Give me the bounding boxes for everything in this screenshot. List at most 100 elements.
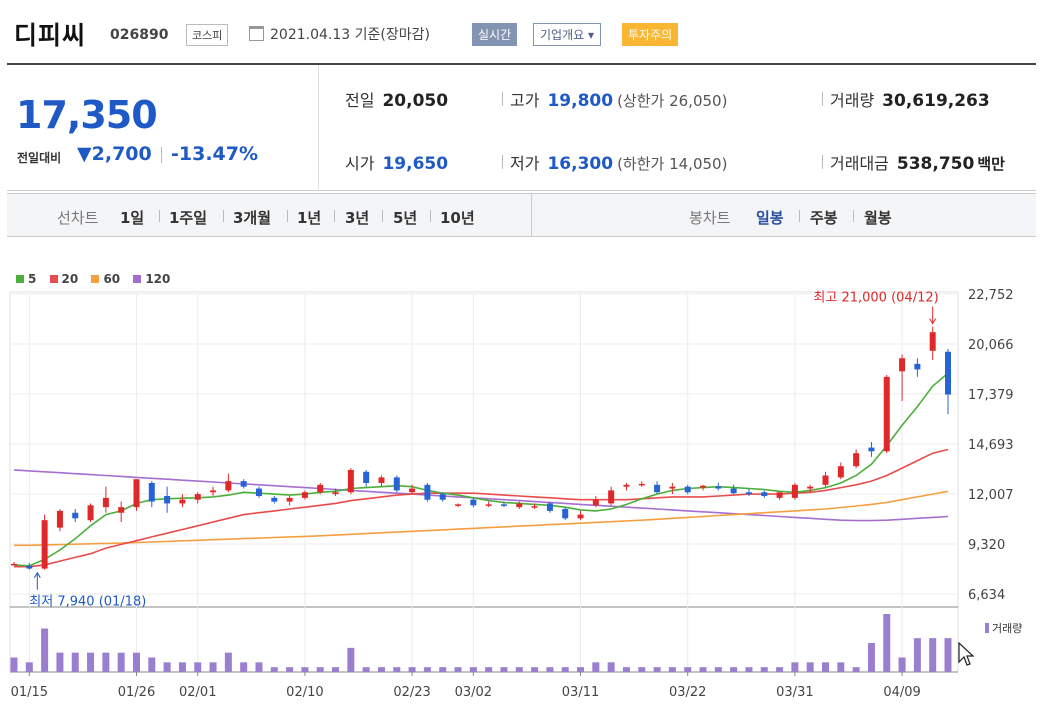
candle-body [807, 486, 814, 489]
tab-5y[interactable]: 5년 [393, 209, 418, 227]
low-price: 저가 16,300 (하한가 14,050) [510, 150, 727, 174]
volume-bar [500, 667, 508, 672]
low-value: 16,300 [547, 154, 614, 174]
candle-body [638, 483, 645, 486]
y-tick-label: 17,379 [968, 388, 1014, 403]
tab-weekly[interactable]: 주봉 [810, 209, 838, 227]
low-label: 저가 [510, 154, 540, 173]
candle-body [164, 495, 171, 504]
volume-bar [10, 657, 18, 672]
candle-body [26, 565, 33, 569]
y-tick-label: 22,752 [968, 288, 1014, 303]
amount-label: 거래대금 [830, 154, 889, 173]
stock-name: 디피씨 [14, 21, 87, 50]
amount-unit: 백만 [977, 155, 1005, 173]
tab-1w[interactable]: 1주일 [169, 209, 208, 227]
upper-limit: (상한가 26,050) [617, 92, 728, 110]
volume-swatch [985, 623, 989, 633]
volume-bar [454, 667, 462, 672]
calendar-icon [249, 26, 264, 41]
divider [161, 147, 162, 163]
tab-daily[interactable]: 일봉 [756, 209, 784, 227]
tab-monthly[interactable]: 월봉 [864, 209, 892, 227]
candle-body [945, 351, 951, 395]
candle-body [102, 497, 109, 508]
candle-body [669, 486, 676, 489]
market-badge: 코스피 [186, 24, 229, 46]
candle-body [118, 507, 125, 513]
tab-1y[interactable]: 1년 [297, 209, 322, 227]
change-rate: -13.47% [171, 143, 259, 165]
volume-bar [730, 667, 738, 672]
candle-body [271, 497, 278, 502]
volume-bar [439, 667, 447, 672]
volume-bar [852, 667, 860, 672]
candle-body [301, 492, 308, 498]
volume-bar [469, 667, 477, 672]
volume-bar [699, 667, 707, 672]
candle-body [240, 481, 247, 487]
y-tick-label: 14,693 [968, 438, 1014, 453]
volume-bar [745, 667, 753, 672]
candle-body [592, 499, 599, 506]
candle-body [868, 447, 875, 452]
volume-label: 거래량 [830, 91, 875, 110]
open-value: 19,650 [382, 154, 449, 174]
prev-close: 전일 20,050 [345, 87, 448, 111]
tab-10y[interactable]: 10년 [440, 209, 475, 227]
candle-body [899, 358, 906, 372]
divider [502, 155, 503, 169]
candle-body [56, 510, 63, 528]
candle-body [776, 492, 783, 498]
volume-bar [668, 667, 676, 672]
volume-bar [944, 638, 952, 672]
current-price-panel: 17,350 전일대비 ▼2,700 -13.47% [7, 65, 319, 191]
candle-body [225, 481, 232, 491]
volume-bar [867, 643, 875, 672]
x-tick-label: 02/10 [286, 685, 323, 700]
legend-swatch [49, 275, 58, 283]
divider [531, 194, 532, 236]
volume-bar [270, 667, 278, 672]
candle-body [210, 490, 217, 493]
x-tick-label: 03/22 [669, 685, 706, 700]
candle-body [761, 492, 768, 496]
candle-body [347, 469, 354, 493]
low-arrow-icon [33, 571, 41, 578]
volume-bar [87, 652, 95, 672]
candle-body [439, 494, 446, 500]
x-tick-label: 01/15 [11, 685, 48, 700]
candle-body [485, 504, 492, 506]
tab-3y[interactable]: 3년 [345, 209, 370, 227]
candle-body [11, 563, 17, 566]
candle-body [72, 512, 79, 519]
volume-bar [561, 667, 569, 672]
low-annotation: 최저 7,940 (01/18) [29, 595, 146, 610]
x-tick-label: 01/26 [118, 685, 155, 700]
volume-bar [393, 667, 401, 672]
candle-body [654, 484, 661, 493]
chart-tab-bar: 선차트 1일 1주일 3개월 1년 3년 5년 10년 봉차트 일봉 주봉 월봉 [7, 193, 1036, 237]
candle-body [822, 475, 829, 485]
volume-bar [423, 667, 431, 672]
volume-bar [102, 652, 110, 672]
realtime-button[interactable]: 실시간 [472, 23, 518, 46]
open-price: 시가 19,650 [345, 150, 448, 174]
tab-1d[interactable]: 1일 [120, 209, 145, 227]
divider [822, 92, 823, 106]
compare-label: 전일대비 [17, 151, 62, 165]
candle-body [179, 499, 186, 504]
y-tick-label: 6,634 [968, 588, 1005, 603]
volume-bar [332, 667, 340, 672]
candle-body [791, 484, 798, 498]
candle-body [914, 363, 921, 370]
y-tick-label: 12,007 [968, 488, 1014, 503]
divider [822, 155, 823, 169]
tab-3m[interactable]: 3개월 [233, 209, 272, 227]
stock-header: 디피씨 026890 코스피 2021.04.13 기준(장마감) 실시간 기업… [0, 0, 1041, 60]
candle-body [929, 332, 936, 351]
company-overview-button[interactable]: 기업개요 ▾ [533, 23, 602, 46]
divider [853, 210, 854, 222]
x-tick-label: 02/01 [179, 685, 216, 700]
candle-body [409, 488, 416, 493]
